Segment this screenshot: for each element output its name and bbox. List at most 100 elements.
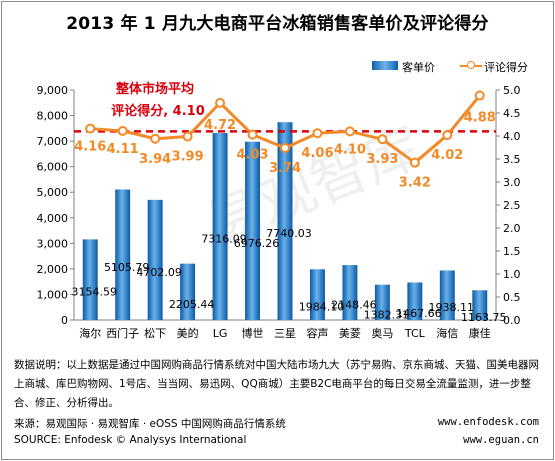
combo-chart: 0 1,000 2,000 3,000 4,000 5,000 6,000 7,000 8,00…	[37, 81, 521, 340]
bar-容声	[309, 269, 325, 320]
y-left-tick-label: 6,000	[37, 161, 69, 174]
category-label: 三星	[274, 327, 296, 340]
y-left-tick-label: 2,000	[37, 263, 69, 276]
bar-海尔	[82, 239, 98, 320]
y-left-tick-label: 4,000	[37, 212, 69, 225]
category-label: 博世	[242, 327, 264, 340]
bar-博世	[245, 141, 261, 320]
score-point-三星	[280, 142, 290, 153]
bar-value-label: 4702.09	[136, 266, 182, 279]
category-label: 美的	[177, 326, 199, 340]
score-point-美的	[182, 131, 193, 142]
score-point-海信	[442, 130, 453, 141]
score-point-博世	[247, 129, 258, 140]
y-right-tick-label: 0.0	[503, 314, 521, 327]
source-en: SOURCE: Enfodesk © Analysys Internationa…	[14, 434, 247, 446]
legend-line-marker	[467, 61, 475, 69]
bar-value-label: 6976.26	[234, 237, 280, 250]
url-enfodesk[interactable]: www.enfodesk.com	[437, 416, 539, 428]
bar-value-label: 2205.44	[169, 298, 215, 311]
score-value-label: 4.02	[431, 148, 463, 163]
category-label: LG	[213, 327, 228, 340]
bar-奥马	[374, 284, 390, 320]
score-value-label: 3.74	[269, 161, 301, 176]
bar-value-label: 5105.79	[104, 261, 150, 274]
bar-value-label: 1382.31	[364, 308, 410, 321]
y-right-tick-label: 3.5	[503, 153, 521, 166]
category-label: 容声	[306, 326, 328, 340]
legend-bar-swatch	[372, 61, 398, 70]
bar-value-label: 2148.46	[331, 299, 377, 312]
bar-value-label: 1467.66	[396, 307, 442, 320]
average-annotation-line1: 整体市场平均	[115, 81, 194, 97]
category-label: 西门子	[106, 326, 139, 340]
score-value-label: 3.94	[139, 152, 171, 167]
bars	[82, 122, 488, 320]
data-notes: 数据说明：以上数据是通过中国网购商品行情系统对中国大陆市场九大（苏宁易购、京东商…	[14, 359, 539, 409]
bar-value-label: 7740.03	[266, 227, 312, 240]
y-left-tick-label: 7,000	[37, 135, 69, 148]
score-point-容声	[312, 128, 323, 139]
category-labels: 海尔 西门子 松下 美的 LG 博世 三星 容声 美菱 奥马 TCL 海信 康佳	[79, 326, 491, 340]
score-value-label: 3.42	[399, 176, 431, 191]
score-point-美菱	[344, 126, 355, 137]
score-point-松下	[150, 133, 161, 144]
bar-西门子	[115, 189, 131, 320]
bar-value-label: 1938.11	[429, 301, 475, 314]
bar-美菱	[342, 265, 358, 320]
score-point-奥马	[377, 134, 388, 145]
url-eguan[interactable]: www.eguan.cn	[463, 434, 539, 446]
bar-海信	[439, 270, 455, 320]
score-value-label: 4.10	[334, 142, 366, 157]
y-right-tick-label: 2.5	[503, 199, 521, 212]
bar-美的	[180, 263, 196, 320]
score-value-label: 3.93	[366, 152, 398, 167]
y-right-tick-label: 4.0	[503, 130, 521, 143]
y-left-tick-label: 3,000	[37, 237, 69, 250]
source-cn: 来源：易观国际 · 易观智库 · eOSS 中国网购商品行情系统	[14, 418, 286, 430]
category-label: 康佳	[469, 326, 491, 340]
bar-TCL	[407, 282, 423, 320]
bar-LG	[212, 133, 228, 320]
category-label: 海信	[436, 326, 458, 340]
score-point-海尔	[85, 123, 96, 134]
bar-value-label: 7316.09	[201, 233, 247, 246]
bar-康佳	[472, 290, 488, 320]
axes: 0 1,000 2,000 3,000 4,000 5,000 6,000 7,000 8,00…	[37, 84, 521, 327]
score-value-label: 4.16	[74, 140, 106, 155]
score-point-康佳	[474, 90, 485, 101]
y-left-tick-label: 8,000	[37, 110, 69, 123]
bar-value-label: 3154.59	[71, 286, 117, 299]
score-point-西门子	[117, 125, 128, 136]
bar-value-label: 1163.75	[461, 311, 507, 324]
legend-line-label: 评论得分	[484, 61, 528, 74]
score-value-label: 4.72	[204, 118, 236, 133]
y-right-tick-label: 1.0	[503, 268, 521, 281]
category-label: 松下	[144, 326, 166, 340]
y-right-tick-label: 1.5	[503, 245, 521, 258]
bar-value-label: 1984.10	[299, 301, 345, 314]
score-point-LG	[215, 97, 226, 108]
y-right-tick-label: 2.0	[503, 222, 521, 235]
score-value-label: 4.03	[236, 148, 268, 163]
legend-bar-label: 客单价	[402, 61, 435, 74]
y-left-tick-label: 0	[61, 314, 68, 327]
y-left-tick-label: 5,000	[37, 186, 69, 199]
score-value-label: 4.06	[301, 146, 333, 161]
category-label: 美菱	[339, 327, 361, 340]
y-right-tick-label: 4.5	[503, 107, 521, 120]
score-line	[85, 90, 485, 168]
y-right-tick-label: 3.0	[503, 176, 521, 189]
score-point-TCL	[409, 157, 420, 168]
score-value-label: 4.88	[464, 111, 496, 126]
score-value-labels: 4.16 4.113.94 3.99 4.724.033.744.06 4.103.93…	[74, 111, 496, 191]
y-right-tick-label: 5.0	[503, 84, 521, 97]
score-value-label: 3.99	[172, 149, 204, 164]
y-left-tick-label: 1,000	[37, 288, 69, 301]
chart-title: 2013 年 1 月九大电商平台冰箱销售客单价及评论得分	[66, 14, 489, 34]
bar-松下	[147, 199, 163, 320]
y-left-tick-label: 9,000	[37, 84, 69, 97]
